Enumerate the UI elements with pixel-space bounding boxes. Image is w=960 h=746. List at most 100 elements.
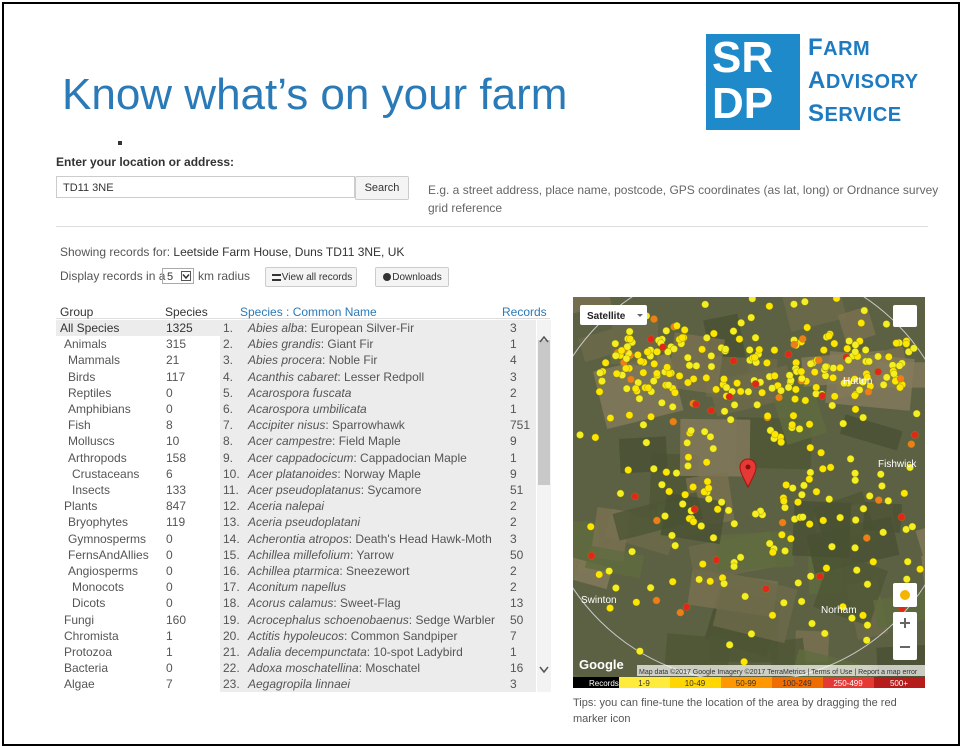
record-dot xyxy=(746,346,753,353)
record-dot xyxy=(727,416,734,423)
group-name: Algae xyxy=(64,676,95,692)
record-dot xyxy=(668,532,675,539)
species-name: Acarospora umbilicata xyxy=(248,401,367,417)
row-number: 6. xyxy=(223,401,233,417)
record-dot xyxy=(858,319,865,326)
hint: grid reference xyxy=(428,200,502,216)
record-dot xyxy=(880,381,887,388)
map[interactable]: HuttonFishwickSwintonNorhamSatelliteGoog… xyxy=(573,297,925,688)
species-name: Achillea millefolium: Yarrow xyxy=(248,547,394,563)
group-name: Bryophytes xyxy=(68,514,128,530)
record-dot xyxy=(653,517,660,524)
group-name: Fish xyxy=(68,417,91,433)
record-dot xyxy=(903,576,910,583)
search-button[interactable]: Search xyxy=(355,176,409,200)
record-dot xyxy=(713,386,720,393)
record-dot xyxy=(623,385,630,392)
record-dot xyxy=(861,307,868,314)
record-dot xyxy=(651,360,658,367)
record-dot xyxy=(808,620,815,627)
record-dot xyxy=(787,535,794,542)
header: Group xyxy=(60,304,93,320)
record-dot xyxy=(785,351,792,358)
record-dot xyxy=(823,565,830,572)
logo-text: SERVICE xyxy=(808,100,902,128)
record-dot xyxy=(885,353,892,360)
record-dot xyxy=(681,326,688,333)
record-dot xyxy=(661,512,668,519)
latin-name: Acarospora fuscata xyxy=(248,386,351,400)
latin-name: Aceria nalepai xyxy=(248,499,324,513)
record-dot xyxy=(658,399,665,406)
select-arrow xyxy=(181,271,191,281)
group-count: 119 xyxy=(166,514,185,530)
record-dot xyxy=(692,401,699,408)
record-dot xyxy=(806,476,813,483)
record-dot xyxy=(831,393,838,400)
latin-name: Aegagropila linnaei xyxy=(248,677,350,691)
record-dot xyxy=(897,375,904,382)
common-name: : Sweet-Flag xyxy=(333,596,400,610)
record-dot xyxy=(722,346,729,353)
record-dot xyxy=(798,491,805,498)
record-count: 1 xyxy=(510,450,517,466)
latin-name: Acer pseudoplatanus xyxy=(248,483,361,497)
row-number: 8. xyxy=(223,433,233,449)
record-dot xyxy=(816,573,823,580)
group-count: 10 xyxy=(166,433,179,449)
scroll-down xyxy=(540,667,548,672)
species-name: Abies procera: Noble Fir xyxy=(248,352,377,368)
summary: Showing records for: Leetside Farm House… xyxy=(60,244,404,260)
row-number: 22. xyxy=(223,660,240,676)
record-dot xyxy=(799,335,806,342)
common-name: : Sycamore xyxy=(361,483,422,497)
record-dot xyxy=(883,320,890,327)
record-dot xyxy=(909,523,916,530)
record-count: 3 xyxy=(510,320,517,336)
field xyxy=(863,502,902,533)
row-number: 3. xyxy=(223,352,233,368)
record-dot xyxy=(705,485,712,492)
latin-name: Acrocephalus schoenobaenus xyxy=(248,613,409,627)
latin-name: Abies alba xyxy=(248,321,304,335)
record-dot xyxy=(647,336,654,343)
scroll-arrows[interactable] xyxy=(537,320,551,692)
search-label: Enter your location or address: xyxy=(56,155,234,169)
row-number: 21. xyxy=(223,644,240,660)
record-dot xyxy=(830,364,837,371)
header: Records xyxy=(502,304,547,320)
row-number: 20. xyxy=(223,628,240,644)
record-dot xyxy=(663,469,670,476)
record-dot xyxy=(766,540,773,547)
record-dot xyxy=(913,410,920,417)
row-number: 15. xyxy=(223,547,240,563)
record-dot xyxy=(837,364,844,371)
record-count: 50 xyxy=(510,547,523,563)
place-label: Hutton xyxy=(843,376,872,387)
record-dot xyxy=(826,496,833,503)
record-dot xyxy=(778,531,785,538)
record-dot xyxy=(783,481,790,488)
record-dot xyxy=(592,434,599,441)
record-dot xyxy=(701,428,708,435)
legend-bin: 500+ xyxy=(890,679,908,688)
record-dot xyxy=(679,500,686,507)
record-dot xyxy=(863,534,870,541)
record-dot xyxy=(752,334,759,341)
record-count: 13 xyxy=(510,595,523,611)
record-dot xyxy=(799,514,806,521)
record-dot xyxy=(671,389,678,396)
record-dot xyxy=(883,374,890,381)
record-dot xyxy=(851,392,858,399)
record-dot xyxy=(901,490,908,497)
record-dot xyxy=(852,341,859,348)
common-name: : Cappadocian Maple xyxy=(353,451,466,465)
record-dot xyxy=(896,384,903,391)
record-dot xyxy=(911,431,918,438)
search-input[interactable]: TD11 3NE xyxy=(56,176,355,198)
group-count: 1325 xyxy=(166,320,193,336)
group-count: 6 xyxy=(166,466,173,482)
record-dot xyxy=(789,485,796,492)
group-name: Birds xyxy=(68,369,95,385)
group-name: Crustaceans xyxy=(72,466,139,482)
